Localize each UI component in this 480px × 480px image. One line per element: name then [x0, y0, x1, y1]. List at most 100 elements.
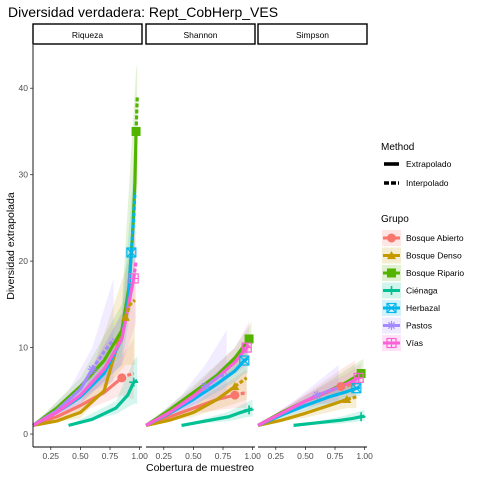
facet-strip-label: Simpson — [296, 30, 329, 40]
triangle-icon — [387, 251, 396, 260]
legend-key — [382, 282, 401, 299]
x-tick-label: 0.25 — [155, 451, 172, 461]
legend-group-label: Herbazal — [406, 303, 440, 313]
confidence-band — [33, 278, 114, 426]
interpolated-line — [145, 385, 236, 427]
observed-point — [356, 412, 366, 422]
legend-group-label: Bosque Abierto — [406, 233, 464, 243]
square-icon — [387, 268, 396, 278]
legend-key — [382, 265, 401, 281]
observed-point — [128, 273, 139, 284]
legend-group-label: Ciénaga — [406, 286, 438, 296]
facet-strip — [32, 23, 143, 45]
confidence-band — [146, 338, 248, 426]
x-tick-label: 0.25 — [42, 451, 59, 461]
legend-group-title: Grupo — [381, 214, 409, 225]
observed-point — [120, 312, 130, 321]
legend-method-label: Interpolado — [406, 178, 449, 188]
observed-point — [131, 126, 141, 136]
facet-panel-riqueza: Riqueza 0.25 0.50 0.75 1.00 0 10 20 30 40 — [19, 23, 148, 461]
confidence-band — [293, 409, 365, 426]
y-axis-title: Diversidad extrapolada — [5, 192, 17, 300]
legend-method-label: Extrapolado — [406, 159, 452, 169]
boxed-x-icon — [386, 302, 397, 314]
legend-method-title: Method — [381, 142, 414, 153]
x-tick-label: 0.75 — [102, 451, 119, 461]
chart-title: Diversidad verdadera: Rept_CobHerp_VES — [8, 4, 278, 20]
extrapolated-line — [204, 372, 228, 388]
x-tick-label: 1.00 — [356, 451, 373, 461]
facet-panel-simpson: Simpson 0.25 0.50 0.75 1.00 — [257, 23, 373, 461]
confidence-band — [146, 321, 250, 426]
interpolated-line — [145, 393, 236, 427]
x-tick-label: 0.50 — [297, 451, 314, 461]
interpolated-line — [257, 397, 348, 427]
observed-point — [312, 390, 322, 400]
confidence-band — [33, 62, 138, 426]
legend-group-label: Bosque Ripario — [406, 268, 464, 278]
y-tick-label: 20 — [19, 256, 29, 266]
observed-point — [342, 394, 352, 404]
observed-point — [200, 381, 210, 391]
interpolated-line — [32, 376, 123, 427]
plus-icon — [387, 286, 396, 295]
square-plus-icon — [386, 337, 397, 349]
interpolated-line — [181, 408, 250, 427]
extrapolated-line — [129, 191, 137, 253]
legend-group-label: Vías — [406, 338, 423, 348]
confidence-band — [146, 330, 227, 426]
extrapolated-line — [90, 337, 115, 371]
y-tick-label: 10 — [19, 343, 29, 353]
y-tick-label: 40 — [19, 83, 29, 93]
observed-point — [129, 377, 139, 387]
observed-point — [336, 381, 346, 391]
observed-point — [126, 247, 137, 258]
facet-strip — [145, 23, 256, 45]
observed-point — [117, 373, 127, 383]
star-icon — [387, 321, 396, 330]
x-tick-label: 1.00 — [131, 451, 148, 461]
legend-key — [382, 300, 401, 316]
confidence-band — [258, 360, 356, 426]
y-tick-label: 30 — [19, 170, 29, 180]
legend-key — [382, 317, 401, 334]
observed-point — [230, 381, 240, 391]
extrapolated-line — [316, 386, 339, 397]
interpolated-line — [32, 278, 136, 427]
legend: Method Extrapolado Interpolado Grupo Bosque … — [381, 142, 464, 351]
confidence-band — [68, 356, 138, 426]
interpolated-line — [293, 415, 362, 427]
facet-panels: Riqueza 0.25 0.50 0.75 1.00 0 10 20 30 40 Shannon 0… — [19, 23, 373, 461]
legend-key — [382, 335, 401, 351]
observed-point — [239, 355, 250, 366]
extrapolated-line — [233, 376, 248, 388]
observed-point — [244, 334, 254, 344]
observed-point — [351, 383, 362, 394]
legend-group-label: Pastos — [406, 321, 432, 331]
observed-point — [230, 390, 240, 400]
legend-key — [382, 247, 401, 264]
x-tick-label: 0.75 — [215, 451, 232, 461]
x-axis-title: Cobertura de muestreo — [146, 462, 254, 474]
facet-panel-shannon: Shannon 0.25 0.50 0.75 1.00 — [145, 23, 261, 461]
legend-group-label: Bosque Denso — [406, 251, 462, 261]
observed-point — [244, 405, 254, 415]
extrapolated-line — [123, 298, 136, 318]
x-tick-label: 1.00 — [244, 451, 261, 461]
x-tick-label: 0.50 — [72, 451, 89, 461]
facet-strip-label: Shannon — [183, 30, 217, 40]
observed-point — [87, 364, 97, 374]
interpolated-line — [68, 381, 136, 427]
x-tick-label: 0.75 — [327, 451, 344, 461]
legend-key — [382, 230, 401, 246]
confidence-band — [146, 347, 247, 426]
interpolated-line — [32, 316, 127, 427]
y-tick-label: 0 — [23, 429, 28, 439]
facet-strip — [257, 23, 368, 45]
observed-point — [241, 342, 252, 353]
facet-strip-label: Riqueza — [72, 30, 103, 40]
x-tick-label: 0.25 — [267, 451, 284, 461]
observed-point — [353, 372, 364, 383]
confidence-band — [181, 399, 253, 426]
